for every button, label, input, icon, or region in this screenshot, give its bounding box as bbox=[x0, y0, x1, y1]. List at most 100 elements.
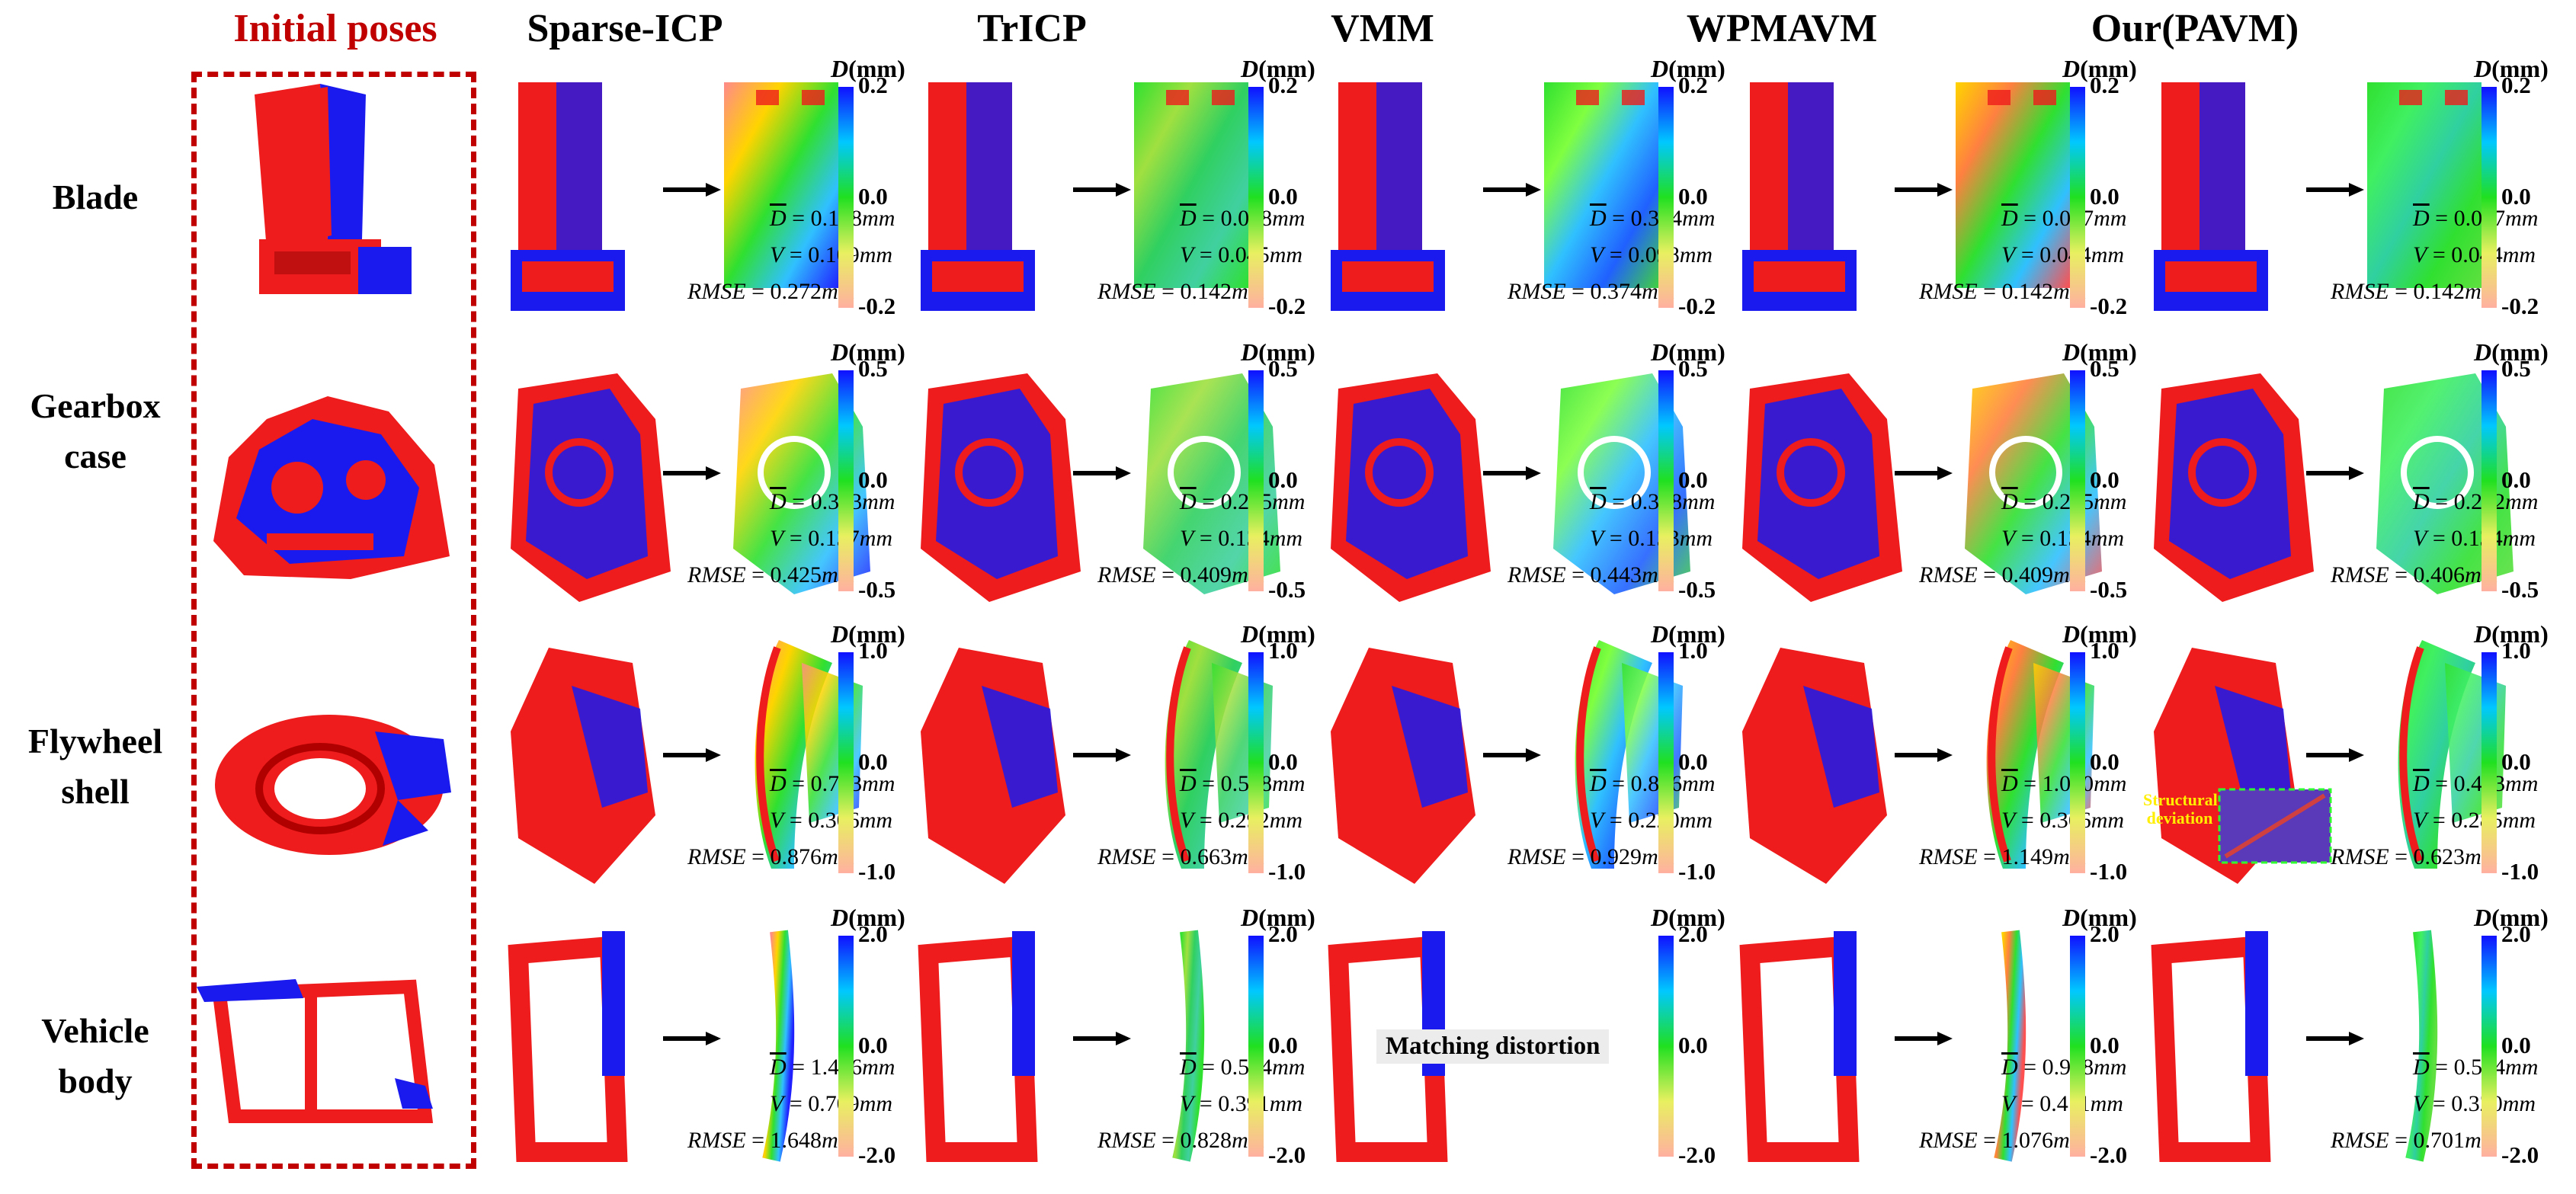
row-label-vehicle-body: Vehicle body bbox=[41, 1011, 149, 1100]
colorbar-tick-max: 2.0 bbox=[1678, 920, 1708, 947]
colorbar-tick-max: 2.0 bbox=[1268, 920, 1298, 947]
arrow-icon bbox=[663, 1032, 721, 1045]
colorbar-tick-max: 0.5 bbox=[1678, 355, 1708, 382]
colorbar-tick-mid: 0.0 bbox=[2501, 748, 2531, 775]
colorbar bbox=[2070, 87, 2085, 308]
metric-rmse: RMSE = 0.663mm bbox=[1097, 844, 1264, 869]
colorbar bbox=[838, 652, 854, 873]
initial-pose-gearbox bbox=[213, 396, 450, 579]
colorbar-tick-mid: 0.0 bbox=[2090, 466, 2119, 493]
colorbar-tick-mid: 0.0 bbox=[1678, 1032, 1708, 1058]
colorbar-title: D(mm) bbox=[1651, 55, 1725, 82]
metric-v: V = 0.292mm bbox=[1180, 808, 1303, 833]
aligned-model-blade-2 bbox=[921, 82, 1035, 311]
aligned-model-gearbox-1 bbox=[511, 373, 671, 602]
colorbar-title: D(mm) bbox=[2474, 904, 2549, 931]
aligned-model-gearbox-5 bbox=[2154, 373, 2314, 602]
metric-rmse: RMSE = 1.149mm bbox=[1919, 844, 2086, 869]
arrow-icon bbox=[1895, 1032, 1953, 1045]
colorbar-tick-mid: 0.0 bbox=[1268, 466, 1298, 493]
colorbar-title: D(mm) bbox=[831, 904, 905, 931]
colorbar-title: D(mm) bbox=[1241, 55, 1315, 82]
colorbar-title: D(mm) bbox=[831, 338, 905, 366]
colorbar-tick-min: -0.2 bbox=[1678, 293, 1716, 319]
initial-poses-frame bbox=[191, 72, 476, 1169]
colorbar-tick-mid: 0.0 bbox=[858, 183, 888, 210]
arrow-icon bbox=[1073, 466, 1131, 480]
arrow-icon bbox=[1073, 748, 1131, 762]
colorbar-tick-max: 1.0 bbox=[858, 637, 888, 664]
arrow-icon bbox=[2306, 1032, 2364, 1045]
colorbar-tick-max: 0.5 bbox=[2090, 355, 2119, 382]
aligned-model-blade-3 bbox=[1331, 82, 1445, 311]
metric-v: V = 0.044mm bbox=[2001, 242, 2125, 267]
initial-pose-blade bbox=[255, 84, 412, 294]
initial-pose-vehicle bbox=[197, 979, 434, 1123]
deviation-heatmap-blade-5 bbox=[2367, 82, 2481, 288]
metric-v: V = 0.366mm bbox=[2001, 808, 2125, 833]
aligned-model-flywheel-2 bbox=[921, 648, 1065, 884]
colorbar-tick-max: 1.0 bbox=[2501, 637, 2531, 664]
colorbar-tick-max: 2.0 bbox=[2501, 920, 2531, 947]
deviation-heatmap-gearbox-5 bbox=[2376, 373, 2514, 594]
colorbar-tick-max: 0.5 bbox=[1268, 355, 1298, 382]
row-label-blade: Blade bbox=[52, 178, 139, 216]
arrow-icon bbox=[1483, 466, 1541, 480]
colorbar-title: D(mm) bbox=[1651, 620, 1725, 648]
colorbar-tick-min: -0.5 bbox=[1268, 576, 1306, 603]
colorbar bbox=[1658, 87, 1674, 308]
metric-rmse: RMSE = 0.272mm bbox=[687, 279, 854, 304]
colorbar-tick-mid: 0.0 bbox=[858, 748, 888, 775]
aligned-model-flywheel-1 bbox=[511, 648, 655, 884]
metric-rmse: RMSE = 0.409mm bbox=[1097, 562, 1264, 587]
colorbar-tick-min: -1.0 bbox=[1268, 858, 1306, 885]
deviation-heatmap-gearbox-3 bbox=[1553, 373, 1690, 594]
colorbar-tick-min: -2.0 bbox=[1268, 1141, 1306, 1168]
aligned-model-vehicle-4 bbox=[1739, 931, 1860, 1162]
metric-rmse: RMSE = 0.929mm bbox=[1507, 844, 1674, 869]
colorbar-tick-max: 0.2 bbox=[2090, 72, 2119, 98]
metric-v: V = 0.109mm bbox=[770, 242, 893, 267]
arrow-icon bbox=[2306, 183, 2364, 197]
colorbar-tick-max: 0.5 bbox=[2501, 355, 2531, 382]
colorbar-tick-min: -0.2 bbox=[1268, 293, 1306, 319]
colorbar bbox=[1248, 652, 1264, 873]
metric-v: V = 0.306mm bbox=[770, 808, 893, 833]
colorbar-tick-min: -0.5 bbox=[1678, 576, 1716, 603]
colorbar-tick-min: -1.0 bbox=[2090, 858, 2128, 885]
colorbar-tick-mid: 0.0 bbox=[858, 1032, 888, 1058]
colorbar-tick-mid: 0.0 bbox=[858, 466, 888, 493]
colorbar-tick-mid: 0.0 bbox=[2501, 1032, 2531, 1058]
deviation-heatmap-gearbox-2 bbox=[1143, 373, 1280, 594]
colorbar-tick-min: -0.5 bbox=[858, 576, 896, 603]
colorbar-tick-min: -2.0 bbox=[858, 1141, 896, 1168]
metric-rmse: RMSE = 0.876mm bbox=[687, 844, 854, 869]
metric-rmse: RMSE = 0.142mm bbox=[1097, 279, 1264, 304]
colorbar-tick-mid: 0.0 bbox=[1678, 466, 1708, 493]
column-header-initial-poses: Initial poses bbox=[233, 7, 437, 50]
colorbar-title: D(mm) bbox=[1241, 338, 1315, 366]
colorbar-title: D(mm) bbox=[831, 620, 905, 648]
colorbar-tick-mid: 0.0 bbox=[2501, 183, 2531, 210]
aligned-model-flywheel-3 bbox=[1331, 648, 1475, 884]
metric-v: V = 0.709mm bbox=[770, 1091, 893, 1116]
deviation-heatmap-vehicle-4 bbox=[1994, 930, 2027, 1162]
arrow-icon bbox=[1073, 183, 1131, 197]
column-header-vmm: VMM bbox=[1331, 7, 1434, 50]
colorbar-title: D(mm) bbox=[2062, 338, 2137, 366]
arrow-icon bbox=[1483, 748, 1541, 762]
colorbar-title: D(mm) bbox=[2062, 620, 2137, 648]
deviation-heatmap-blade-2 bbox=[1134, 82, 1248, 288]
arrow-icon bbox=[663, 748, 721, 762]
metric-v: V = 0.137mm bbox=[770, 526, 893, 551]
colorbar bbox=[2070, 370, 2085, 591]
colorbar-tick-mid: 0.0 bbox=[1268, 748, 1298, 775]
metric-rmse: RMSE = 0.701mm bbox=[2331, 1128, 2498, 1153]
colorbar-tick-max: 2.0 bbox=[858, 920, 888, 947]
colorbar-tick-min: -0.2 bbox=[2090, 293, 2128, 319]
matching-distortion-note: Matching distortion bbox=[1376, 1029, 1610, 1064]
metric-rmse: RMSE = 0.443mm bbox=[1507, 562, 1674, 587]
metric-v: V = 0.134mm bbox=[2001, 526, 2125, 551]
metric-rmse: RMSE = 0.406mm bbox=[2331, 562, 2498, 587]
deviation-heatmap-gearbox-4 bbox=[1965, 373, 2102, 594]
